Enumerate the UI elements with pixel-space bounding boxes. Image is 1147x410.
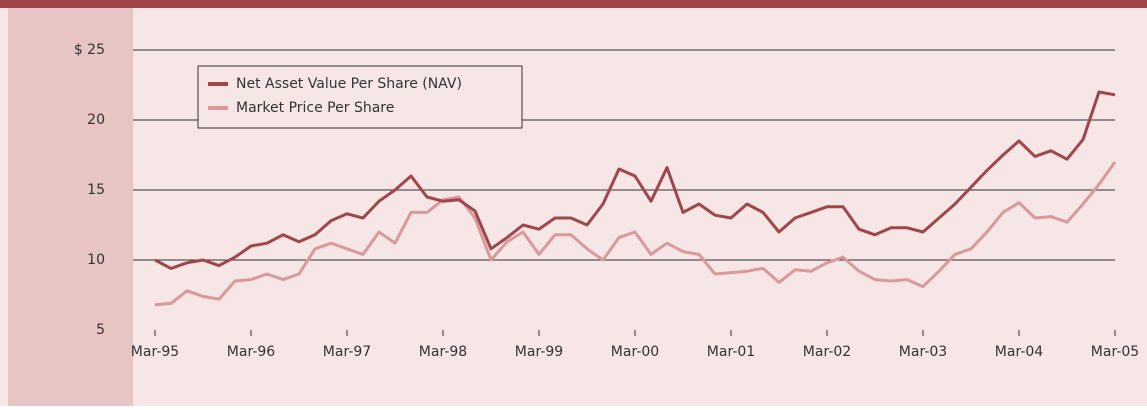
x-tick-label: Mar-03 [899,344,947,360]
y-tick-label: 5 [96,322,105,338]
x-tick-label: Mar-02 [803,344,851,360]
series-line [154,90,1116,270]
left-panel [8,8,133,406]
legend-box [197,65,523,129]
y-tick-label: $ 25 [74,42,105,58]
x-tick-label: Mar-98 [419,344,467,360]
x-tick-label: Mar-00 [611,344,659,360]
x-tick-label: Mar-96 [227,344,275,360]
x-tick-label: Mar-97 [323,344,371,360]
x-tick-label: Mar-95 [131,344,179,360]
top-bar [0,0,1147,8]
y-tick-label: 10 [87,252,105,268]
x-tick-label: Mar-01 [707,344,755,360]
y-tick-label: 20 [87,112,105,128]
x-tick-label: Mar-05 [1091,344,1139,360]
x-tick-label: Mar-04 [995,344,1043,360]
legend-label: Net Asset Value Per Share (NAV) [236,76,462,92]
x-tick-label: Mar-99 [515,344,563,360]
y-tick-label: 15 [87,182,105,198]
legend-label: Market Price Per Share [236,100,394,116]
series-line [154,161,1117,307]
